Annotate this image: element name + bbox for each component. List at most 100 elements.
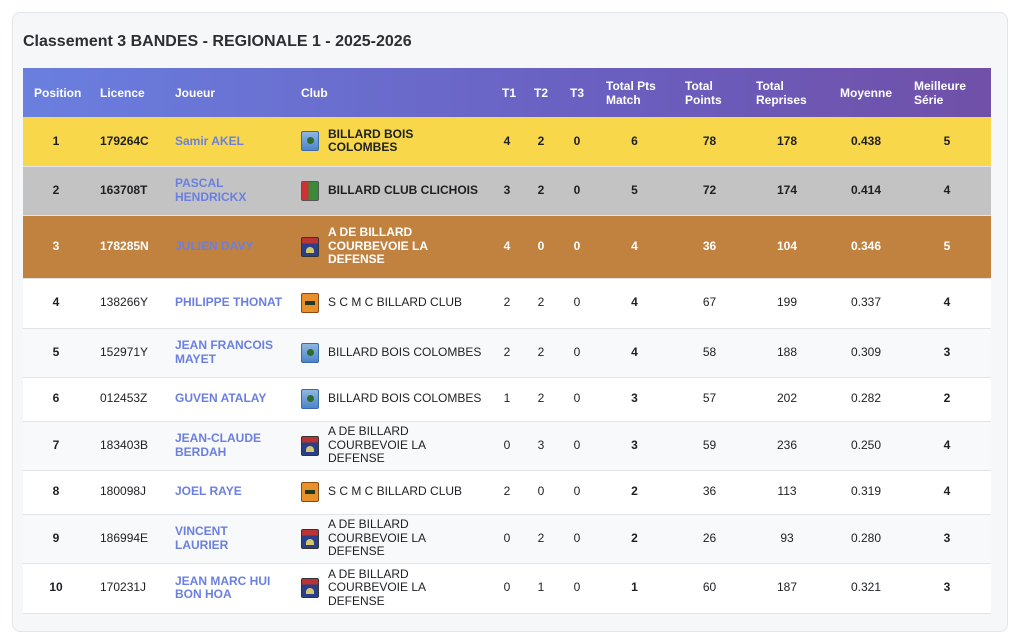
t3-cell: 0 <box>559 215 595 279</box>
meilleure-serie-cell: 5 <box>903 117 991 167</box>
t2-cell: 2 <box>523 166 559 216</box>
moyenne-cell: 0.414 <box>829 166 903 216</box>
total-points-cell: 67 <box>674 278 745 329</box>
table-header: Position Licence Joueur Club T1 T2 T3 Total Pts… <box>23 68 991 117</box>
player-link[interactable]: Samir AKEL <box>175 133 244 148</box>
column-header-club[interactable]: Club <box>301 85 328 100</box>
total-pts-match-cell: 2 <box>595 470 674 515</box>
player-cell: PHILIPPE THONAT <box>164 278 290 329</box>
t1-cell: 2 <box>491 278 523 329</box>
t1-cell: 2 <box>491 470 523 515</box>
t1-cell: 0 <box>491 421 523 471</box>
player-link[interactable]: PASCAL HENDRICKX <box>175 176 247 204</box>
player-cell: JEAN MARC HUI BON HOA <box>164 563 290 614</box>
club-name: BILLARD BOIS COLOMBES <box>328 126 414 155</box>
t1-cell: 0 <box>491 514 523 564</box>
total-points-cell: 58 <box>674 328 745 378</box>
table-row: 7 183403B JEAN-CLAUDE BERDAH A DE BILLARD C… <box>23 421 991 471</box>
table-row: 1 179264C Samir AKEL BILLARD BOIS COLOMBES 4… <box>23 117 991 167</box>
moyenne-cell: 0.280 <box>829 514 903 564</box>
club-logo-icon <box>301 578 319 598</box>
column-header-position[interactable]: Position <box>34 85 82 100</box>
moyenne-cell: 0.309 <box>829 328 903 378</box>
total-reprises-cell: 104 <box>745 215 829 279</box>
t2-cell: 0 <box>523 470 559 515</box>
column-header-licence[interactable]: Licence <box>100 85 145 100</box>
total-pts-match-cell: 4 <box>595 215 674 279</box>
player-cell: Samir AKEL <box>164 117 290 167</box>
total-pts-match-cell: 4 <box>595 278 674 329</box>
player-cell: PASCAL HENDRICKX <box>164 166 290 216</box>
column-header-t3[interactable]: T3 <box>570 85 585 100</box>
moyenne-cell: 0.438 <box>829 117 903 167</box>
t3-cell: 0 <box>559 377 595 422</box>
player-link[interactable]: JEAN MARC HUI BON HOA <box>175 573 271 601</box>
licence-cell: 179264C <box>89 117 164 167</box>
player-link[interactable]: JEAN FRANCOIS MAYET <box>175 338 274 366</box>
club-logo-icon <box>301 180 319 201</box>
t2-cell: 3 <box>523 421 559 471</box>
total-points-cell: 57 <box>674 377 745 422</box>
table-row: 4 138266Y PHILIPPE THONAT S C M C BILLARD C… <box>23 278 991 329</box>
total-reprises-cell: 93 <box>745 514 829 564</box>
meilleure-serie-cell: 4 <box>903 421 991 471</box>
meilleure-serie-cell: 3 <box>903 563 991 614</box>
total-points-cell: 72 <box>674 166 745 216</box>
club-name: A DE BILLARD COURBEVOIE LA DEFENSE <box>328 517 426 559</box>
t1-cell: 1 <box>491 377 523 422</box>
player-cell: JEAN-CLAUDE BERDAH <box>164 421 290 471</box>
moyenne-cell: 0.282 <box>829 377 903 422</box>
total-pts-match-cell: 2 <box>595 514 674 564</box>
total-points-cell: 36 <box>674 215 745 279</box>
club-name: A DE BILLARD COURBEVOIE LA DEFENSE <box>328 566 426 608</box>
column-header-total-pts-match[interactable]: Total Pts Match <box>606 78 656 107</box>
licence-cell: 163708T <box>89 166 164 216</box>
total-pts-match-cell: 4 <box>595 328 674 378</box>
total-pts-match-cell: 1 <box>595 563 674 614</box>
club-name: A DE BILLARD COURBEVOIE LA DEFENSE <box>328 424 426 466</box>
column-header-t1[interactable]: T1 <box>502 85 517 100</box>
position-cell: 7 <box>23 421 89 471</box>
total-points-cell: 60 <box>674 563 745 614</box>
player-link[interactable]: GUVEN ATALAY <box>175 391 267 406</box>
position-cell: 2 <box>23 166 89 216</box>
position-cell: 10 <box>23 563 89 614</box>
club-name: BILLARD CLUB CLICHOIS <box>328 182 478 197</box>
t3-cell: 0 <box>559 278 595 329</box>
table-row: 6 012453Z GUVEN ATALAY BILLARD BOIS COLOMBE… <box>23 377 991 422</box>
total-reprises-cell: 202 <box>745 377 829 422</box>
club-cell: S C M C BILLARD CLUB <box>290 278 491 329</box>
club-name: BILLARD BOIS COLOMBES <box>328 391 482 406</box>
total-reprises-cell: 174 <box>745 166 829 216</box>
table-row: 10 170231J JEAN MARC HUI BON HOA A DE BILLA… <box>23 563 991 614</box>
meilleure-serie-cell: 3 <box>903 514 991 564</box>
column-header-meilleure-serie[interactable]: Meilleure Série <box>914 78 967 107</box>
club-name: BILLARD BOIS COLOMBES <box>328 344 482 359</box>
player-cell: GUVEN ATALAY <box>164 377 290 422</box>
column-header-total-reprises[interactable]: Total Reprises <box>756 78 807 107</box>
player-link[interactable]: JULIEN DAVY <box>175 238 254 253</box>
position-cell: 6 <box>23 377 89 422</box>
meilleure-serie-cell: 4 <box>903 166 991 216</box>
player-link[interactable]: VINCENT LAURIER <box>175 524 229 552</box>
t2-cell: 2 <box>523 117 559 167</box>
club-cell: A DE BILLARD COURBEVOIE LA DEFENSE <box>290 514 491 564</box>
meilleure-serie-cell: 3 <box>903 328 991 378</box>
moyenne-cell: 0.346 <box>829 215 903 279</box>
position-cell: 9 <box>23 514 89 564</box>
player-link[interactable]: JOEL RAYE <box>175 484 242 499</box>
column-header-total-points[interactable]: Total Points <box>685 78 722 107</box>
column-header-player[interactable]: Joueur <box>175 85 216 100</box>
player-link[interactable]: PHILIPPE THONAT <box>175 295 283 310</box>
player-link[interactable]: JEAN-CLAUDE BERDAH <box>175 431 262 459</box>
t3-cell: 0 <box>559 166 595 216</box>
column-header-moyenne[interactable]: Moyenne <box>840 85 893 100</box>
club-cell: BILLARD BOIS COLOMBES <box>290 377 491 422</box>
total-points-cell: 26 <box>674 514 745 564</box>
t1-cell: 0 <box>491 563 523 614</box>
club-logo-icon <box>301 131 319 152</box>
total-pts-match-cell: 6 <box>595 117 674 167</box>
table-row: 9 186994E VINCENT LAURIER A DE BILLARD COUR… <box>23 514 991 564</box>
column-header-t2[interactable]: T2 <box>534 85 549 100</box>
t3-cell: 0 <box>559 470 595 515</box>
